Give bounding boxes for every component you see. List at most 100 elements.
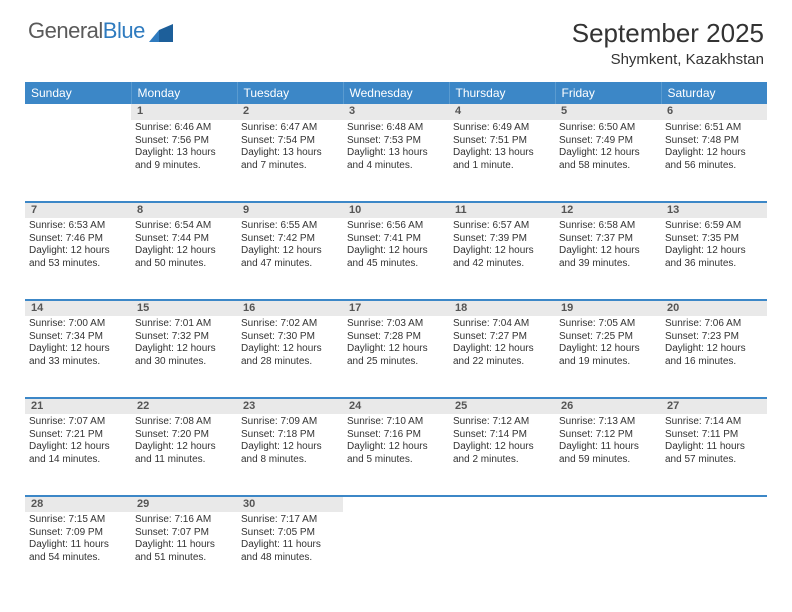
day-number: 1 (131, 104, 237, 120)
day-number: 22 (131, 398, 237, 414)
daylight-text: Daylight: 12 hours and 2 minutes. (453, 441, 551, 466)
brand-part2: Blue (103, 18, 145, 44)
day-details: Sunrise: 7:10 AMSunset: 7:16 PMDaylight:… (347, 416, 445, 466)
day-number-row: 123456 (25, 104, 767, 120)
day-details: Sunrise: 7:16 AMSunset: 7:07 PMDaylight:… (135, 514, 233, 564)
sunset-text: Sunset: 7:16 PM (347, 429, 445, 442)
sunset-text: Sunset: 7:28 PM (347, 331, 445, 344)
sunset-text: Sunset: 7:51 PM (453, 135, 551, 148)
day-number: 10 (343, 202, 449, 218)
day-details: Sunrise: 7:03 AMSunset: 7:28 PMDaylight:… (347, 318, 445, 368)
day-details: Sunrise: 7:04 AMSunset: 7:27 PMDaylight:… (453, 318, 551, 368)
day-cell: Sunrise: 7:15 AMSunset: 7:09 PMDaylight:… (25, 512, 131, 594)
daylight-text: Daylight: 12 hours and 11 minutes. (135, 441, 233, 466)
sunrise-text: Sunrise: 7:02 AM (241, 318, 339, 331)
day-number (555, 496, 661, 512)
sunset-text: Sunset: 7:39 PM (453, 233, 551, 246)
day-cell: Sunrise: 6:56 AMSunset: 7:41 PMDaylight:… (343, 218, 449, 300)
day-details: Sunrise: 7:06 AMSunset: 7:23 PMDaylight:… (665, 318, 763, 368)
day-number: 13 (661, 202, 767, 218)
day-number: 18 (449, 300, 555, 316)
day-number: 5 (555, 104, 661, 120)
day-details: Sunrise: 7:17 AMSunset: 7:05 PMDaylight:… (241, 514, 339, 564)
sunrise-text: Sunrise: 7:08 AM (135, 416, 233, 429)
day-cell (449, 512, 555, 594)
day-number: 11 (449, 202, 555, 218)
sunrise-text: Sunrise: 7:13 AM (559, 416, 657, 429)
sunset-text: Sunset: 7:56 PM (135, 135, 233, 148)
day-cell (343, 512, 449, 594)
daylight-text: Daylight: 13 hours and 9 minutes. (135, 147, 233, 172)
day-cell: Sunrise: 7:02 AMSunset: 7:30 PMDaylight:… (237, 316, 343, 398)
sunset-text: Sunset: 7:05 PM (241, 527, 339, 540)
day-details: Sunrise: 6:58 AMSunset: 7:37 PMDaylight:… (559, 220, 657, 270)
sunrise-text: Sunrise: 6:59 AM (665, 220, 763, 233)
day-details: Sunrise: 7:14 AMSunset: 7:11 PMDaylight:… (665, 416, 763, 466)
daylight-text: Daylight: 11 hours and 59 minutes. (559, 441, 657, 466)
day-details: Sunrise: 6:46 AMSunset: 7:56 PMDaylight:… (135, 122, 233, 172)
day-details: Sunrise: 7:05 AMSunset: 7:25 PMDaylight:… (559, 318, 657, 368)
sunset-text: Sunset: 7:53 PM (347, 135, 445, 148)
day-details: Sunrise: 6:53 AMSunset: 7:46 PMDaylight:… (29, 220, 127, 270)
location: Shymkent, Kazakhstan (572, 51, 764, 68)
sunset-text: Sunset: 7:37 PM (559, 233, 657, 246)
day-details: Sunrise: 6:56 AMSunset: 7:41 PMDaylight:… (347, 220, 445, 270)
weekday-header: Friday (555, 82, 661, 104)
sunrise-text: Sunrise: 7:00 AM (29, 318, 127, 331)
sunrise-text: Sunrise: 7:15 AM (29, 514, 127, 527)
day-number: 8 (131, 202, 237, 218)
day-content-row: Sunrise: 7:07 AMSunset: 7:21 PMDaylight:… (25, 414, 767, 496)
day-cell: Sunrise: 7:16 AMSunset: 7:07 PMDaylight:… (131, 512, 237, 594)
sunrise-text: Sunrise: 6:49 AM (453, 122, 551, 135)
day-cell: Sunrise: 6:46 AMSunset: 7:56 PMDaylight:… (131, 120, 237, 202)
daylight-text: Daylight: 12 hours and 39 minutes. (559, 245, 657, 270)
sunrise-text: Sunrise: 7:16 AM (135, 514, 233, 527)
daylight-text: Daylight: 12 hours and 14 minutes. (29, 441, 127, 466)
day-cell: Sunrise: 7:01 AMSunset: 7:32 PMDaylight:… (131, 316, 237, 398)
weekday-row: Sunday Monday Tuesday Wednesday Thursday… (25, 82, 767, 104)
day-content-row: Sunrise: 6:53 AMSunset: 7:46 PMDaylight:… (25, 218, 767, 300)
day-cell: Sunrise: 7:08 AMSunset: 7:20 PMDaylight:… (131, 414, 237, 496)
day-cell: Sunrise: 7:10 AMSunset: 7:16 PMDaylight:… (343, 414, 449, 496)
daylight-text: Daylight: 12 hours and 25 minutes. (347, 343, 445, 368)
daylight-text: Daylight: 12 hours and 33 minutes. (29, 343, 127, 368)
day-content-row: Sunrise: 7:15 AMSunset: 7:09 PMDaylight:… (25, 512, 767, 594)
day-number: 27 (661, 398, 767, 414)
day-cell: Sunrise: 6:59 AMSunset: 7:35 PMDaylight:… (661, 218, 767, 300)
day-cell: Sunrise: 7:17 AMSunset: 7:05 PMDaylight:… (237, 512, 343, 594)
daylight-text: Daylight: 13 hours and 1 minute. (453, 147, 551, 172)
day-number: 7 (25, 202, 131, 218)
day-cell: Sunrise: 6:54 AMSunset: 7:44 PMDaylight:… (131, 218, 237, 300)
day-details: Sunrise: 7:08 AMSunset: 7:20 PMDaylight:… (135, 416, 233, 466)
day-number: 24 (343, 398, 449, 414)
sunrise-text: Sunrise: 7:06 AM (665, 318, 763, 331)
day-number: 4 (449, 104, 555, 120)
sunset-text: Sunset: 7:11 PM (665, 429, 763, 442)
day-number: 2 (237, 104, 343, 120)
day-details: Sunrise: 7:01 AMSunset: 7:32 PMDaylight:… (135, 318, 233, 368)
daylight-text: Daylight: 12 hours and 42 minutes. (453, 245, 551, 270)
day-cell: Sunrise: 7:06 AMSunset: 7:23 PMDaylight:… (661, 316, 767, 398)
day-number: 21 (25, 398, 131, 414)
daylight-text: Daylight: 12 hours and 53 minutes. (29, 245, 127, 270)
day-number: 26 (555, 398, 661, 414)
logo-mark-icon (149, 22, 175, 40)
day-cell: Sunrise: 7:13 AMSunset: 7:12 PMDaylight:… (555, 414, 661, 496)
day-details: Sunrise: 6:55 AMSunset: 7:42 PMDaylight:… (241, 220, 339, 270)
sunset-text: Sunset: 7:21 PM (29, 429, 127, 442)
weekday-header: Saturday (661, 82, 767, 104)
sunset-text: Sunset: 7:35 PM (665, 233, 763, 246)
day-cell: Sunrise: 6:51 AMSunset: 7:48 PMDaylight:… (661, 120, 767, 202)
sunrise-text: Sunrise: 6:56 AM (347, 220, 445, 233)
sunset-text: Sunset: 7:25 PM (559, 331, 657, 344)
day-number: 15 (131, 300, 237, 316)
day-details: Sunrise: 7:15 AMSunset: 7:09 PMDaylight:… (29, 514, 127, 564)
sunrise-text: Sunrise: 7:07 AM (29, 416, 127, 429)
day-details: Sunrise: 6:57 AMSunset: 7:39 PMDaylight:… (453, 220, 551, 270)
sunset-text: Sunset: 7:14 PM (453, 429, 551, 442)
daylight-text: Daylight: 12 hours and 50 minutes. (135, 245, 233, 270)
sunrise-text: Sunrise: 6:54 AM (135, 220, 233, 233)
sunrise-text: Sunrise: 7:17 AM (241, 514, 339, 527)
daylight-text: Daylight: 13 hours and 7 minutes. (241, 147, 339, 172)
day-details: Sunrise: 6:51 AMSunset: 7:48 PMDaylight:… (665, 122, 763, 172)
